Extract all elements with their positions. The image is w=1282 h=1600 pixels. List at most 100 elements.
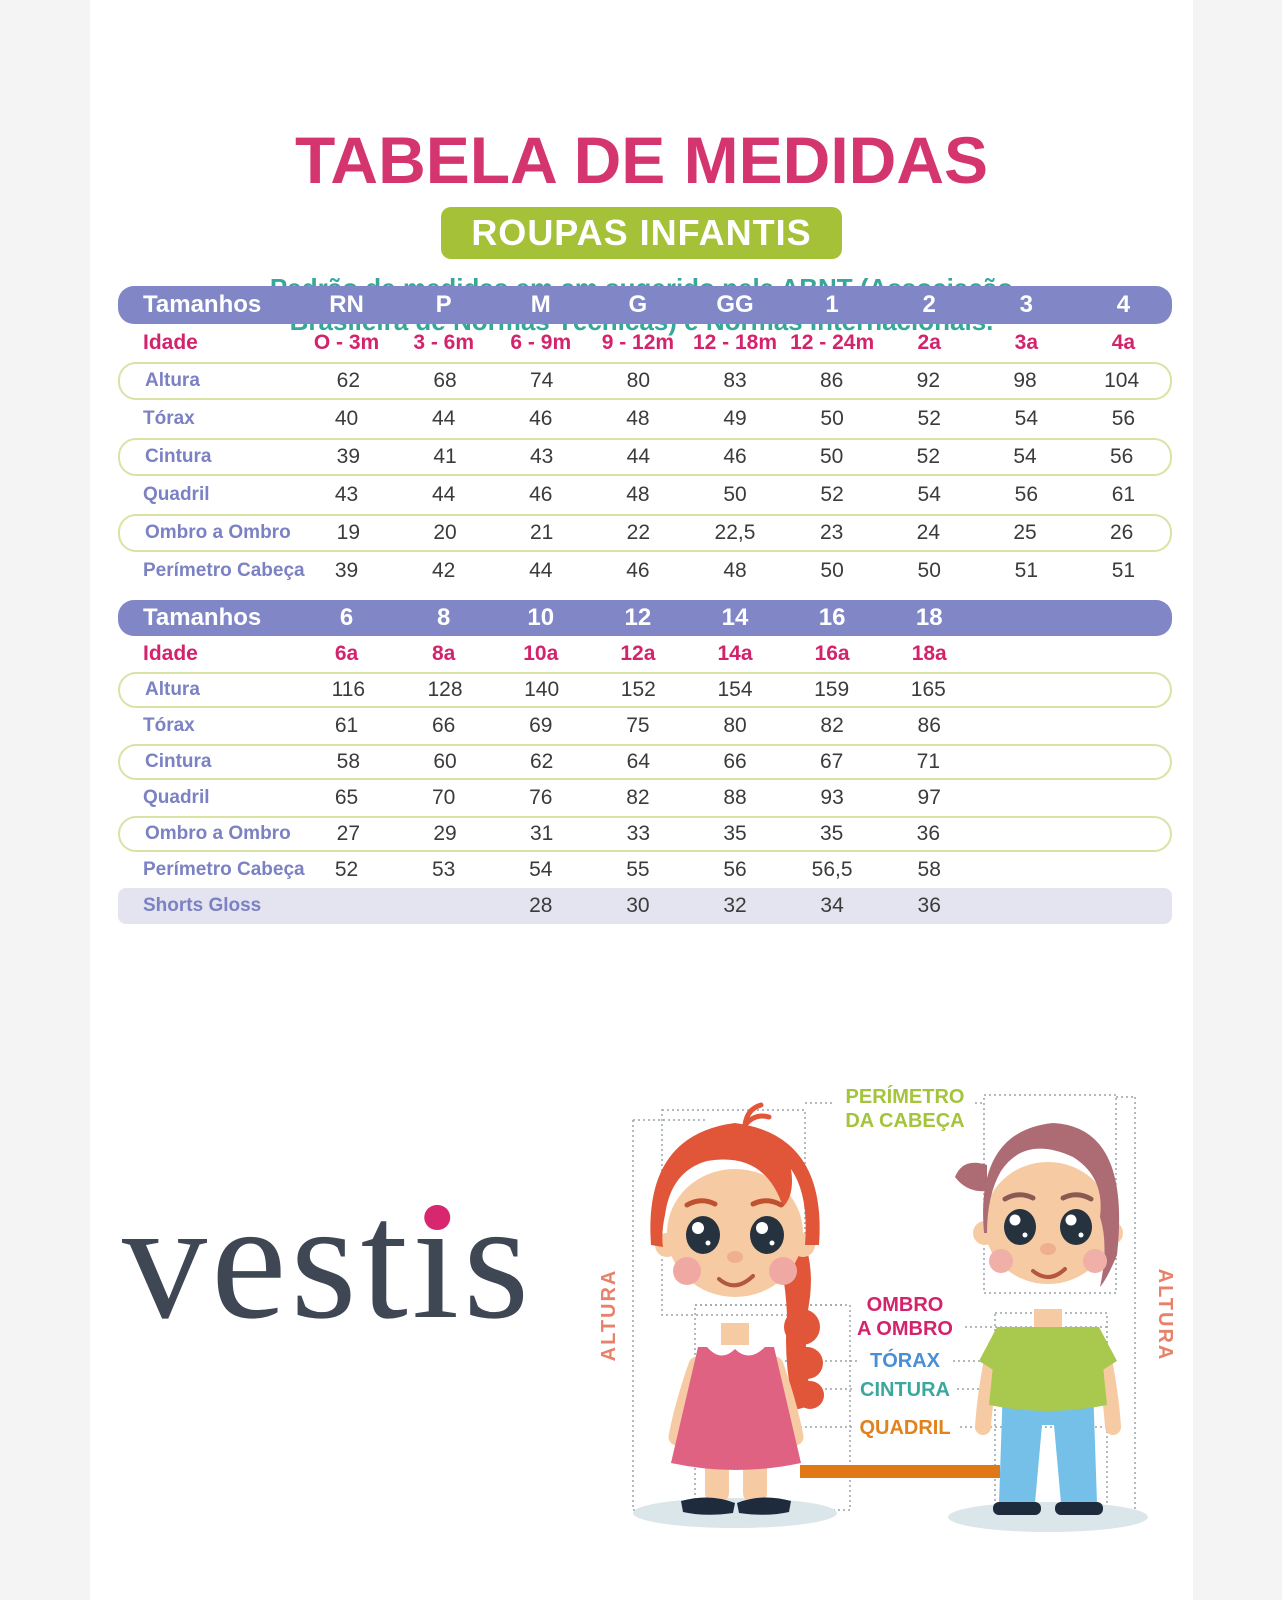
measure-row: Cintura 39 41 43 44 46 50 52 54 56 (118, 438, 1172, 476)
measure-value: 50 (723, 483, 747, 506)
measure-value: 68 (433, 369, 457, 392)
age-value: 12 - 24m (790, 331, 875, 354)
size-table-baby: Tamanhos RN P M G GG 1 2 3 4 Idade O - 3m 3 - 6m 6 - … (118, 286, 1172, 590)
measure-row: Altura 116 128 140 152 154 159 165 (118, 672, 1172, 708)
measure-value: 56 (1014, 483, 1038, 506)
measure-value: 51 (1014, 559, 1038, 582)
measure-row-label: Shorts Gloss (143, 895, 262, 916)
measure-row-label: Perímetro Cabeça (143, 560, 305, 581)
measure-value: 93 (820, 786, 844, 809)
age-row: Idade 6a 8a 10a 12a 14a 16a 18a (118, 636, 1172, 672)
measure-row: Perímetro Cabeça 52 53 54 55 56 56,5 58 (118, 852, 1172, 888)
measure-value: 30 (626, 894, 650, 917)
measure-value: 92 (916, 369, 940, 392)
size-column-header: 16 (818, 604, 846, 631)
measure-value: 36 (916, 822, 940, 845)
measure-row-label: Quadril (143, 787, 210, 808)
size-column-header: 1 (825, 291, 839, 318)
measure-value: 46 (626, 559, 650, 582)
age-value: 3a (1014, 331, 1038, 354)
measure-value: 50 (917, 559, 941, 582)
measurement-illustration: PERÍMETRO DA CABEÇA OMBRO A OMBRO TÓRAX … (595, 1065, 1185, 1540)
measure-value: 41 (433, 445, 457, 468)
measure-value: 52 (916, 445, 940, 468)
height-label-left: ALTURA (598, 1269, 620, 1362)
hip-label: QUADRIL (859, 1417, 950, 1439)
girl-collar (707, 1347, 765, 1356)
measure-value: 152 (620, 678, 656, 701)
age-value: O - 3m (313, 331, 380, 354)
measure-value: 54 (1014, 407, 1038, 430)
table-header-label: Tamanhos (143, 291, 262, 318)
measure-row-label: Cintura (145, 751, 212, 772)
measure-value: 46 (529, 407, 553, 430)
size-column-header: 2 (922, 291, 936, 318)
size-column-header: 4 (1116, 291, 1131, 318)
measure-value: 42 (431, 559, 456, 582)
subtitle-badge: ROUPAS INFANTIS (441, 207, 842, 259)
boy-shoe-right (1055, 1502, 1103, 1515)
size-column-header: 18 (915, 604, 943, 631)
poster-page: TABELA DE MEDIDAS ROUPAS INFANTIS Padrão… (90, 0, 1193, 1600)
measure-value: 88 (723, 786, 747, 809)
measure-value: 34 (820, 894, 844, 917)
measure-value: 116 (331, 678, 366, 701)
measure-value: 76 (529, 786, 553, 809)
measure-value: 61 (1111, 483, 1136, 506)
shoulder-label-line1: OMBRO (867, 1294, 944, 1316)
subtitle-badge-wrap: ROUPAS INFANTIS (90, 207, 1193, 259)
measure-value: 49 (723, 407, 747, 430)
boy-hair (983, 1123, 1120, 1287)
measure-value: 61 (334, 714, 359, 737)
measure-value: 46 (723, 445, 747, 468)
boy-figure (948, 1123, 1148, 1532)
measure-value: 25 (1013, 521, 1037, 544)
measure-row-label: Tórax (143, 715, 195, 736)
measure-value: 69 (529, 714, 553, 737)
measure-value: 86 (917, 714, 941, 737)
measure-value: 56 (1109, 445, 1134, 468)
measure-row-label: Altura (145, 679, 200, 700)
size-column-header: P (435, 291, 452, 318)
measure-value: 39 (334, 559, 359, 582)
kids-figure-svg: PERÍMETRO DA CABEÇA OMBRO A OMBRO TÓRAX … (598, 1085, 1176, 1532)
age-row-label: Idade (143, 331, 198, 354)
measure-value: 82 (626, 786, 650, 809)
measure-value: 58 (336, 750, 360, 773)
measure-value: 52 (820, 483, 844, 506)
brand-logo-dotless-i: ı (411, 1166, 464, 1354)
size-column-header: 8 (436, 604, 451, 631)
measure-value: 35 (819, 822, 844, 845)
size-column-header: RN (329, 291, 364, 318)
measure-value: 39 (336, 445, 360, 468)
measure-value: 22,5 (714, 521, 756, 544)
measure-value: 23 (819, 521, 844, 544)
brand-logo-i: ı (412, 1175, 463, 1345)
measure-row: Cintura 58 60 62 64 66 67 71 (118, 744, 1172, 780)
measure-row: Shorts Gloss 28 30 32 34 36 (118, 888, 1172, 924)
measure-row: Quadril 43 44 46 48 50 52 54 56 61 (118, 476, 1172, 514)
measure-value: 64 (626, 750, 650, 773)
measure-value: 80 (626, 369, 650, 392)
boy-pants (999, 1385, 1097, 1503)
measure-value: 44 (529, 559, 553, 582)
measure-value: 50 (820, 559, 844, 582)
age-value: 4a (1111, 331, 1136, 354)
head-perimeter-label-line2: DA CABEÇA (845, 1110, 964, 1132)
chest-label: TÓRAX (870, 1348, 941, 1372)
measure-value: 62 (529, 750, 554, 773)
age-value: 16a (814, 642, 850, 665)
measure-value: 40 (334, 407, 359, 430)
age-value: 8a (431, 642, 456, 665)
measure-value: 22 (626, 521, 650, 544)
measure-value: 140 (524, 678, 560, 701)
measure-value: 56 (723, 858, 747, 881)
age-value: 12 - 18m (692, 331, 778, 354)
shoulder-label-line2: A OMBRO (857, 1318, 953, 1340)
figure-labels: PERÍMETRO DA CABEÇA OMBRO A OMBRO TÓRAX … (598, 1085, 1176, 1439)
waist-label: CINTURA (860, 1379, 950, 1401)
measure-row: Tórax 40 44 46 48 49 50 52 54 56 (118, 400, 1172, 438)
size-column-header: 3 (1019, 291, 1033, 318)
age-value: 10a (523, 642, 559, 665)
girl-figure (633, 1102, 837, 1528)
